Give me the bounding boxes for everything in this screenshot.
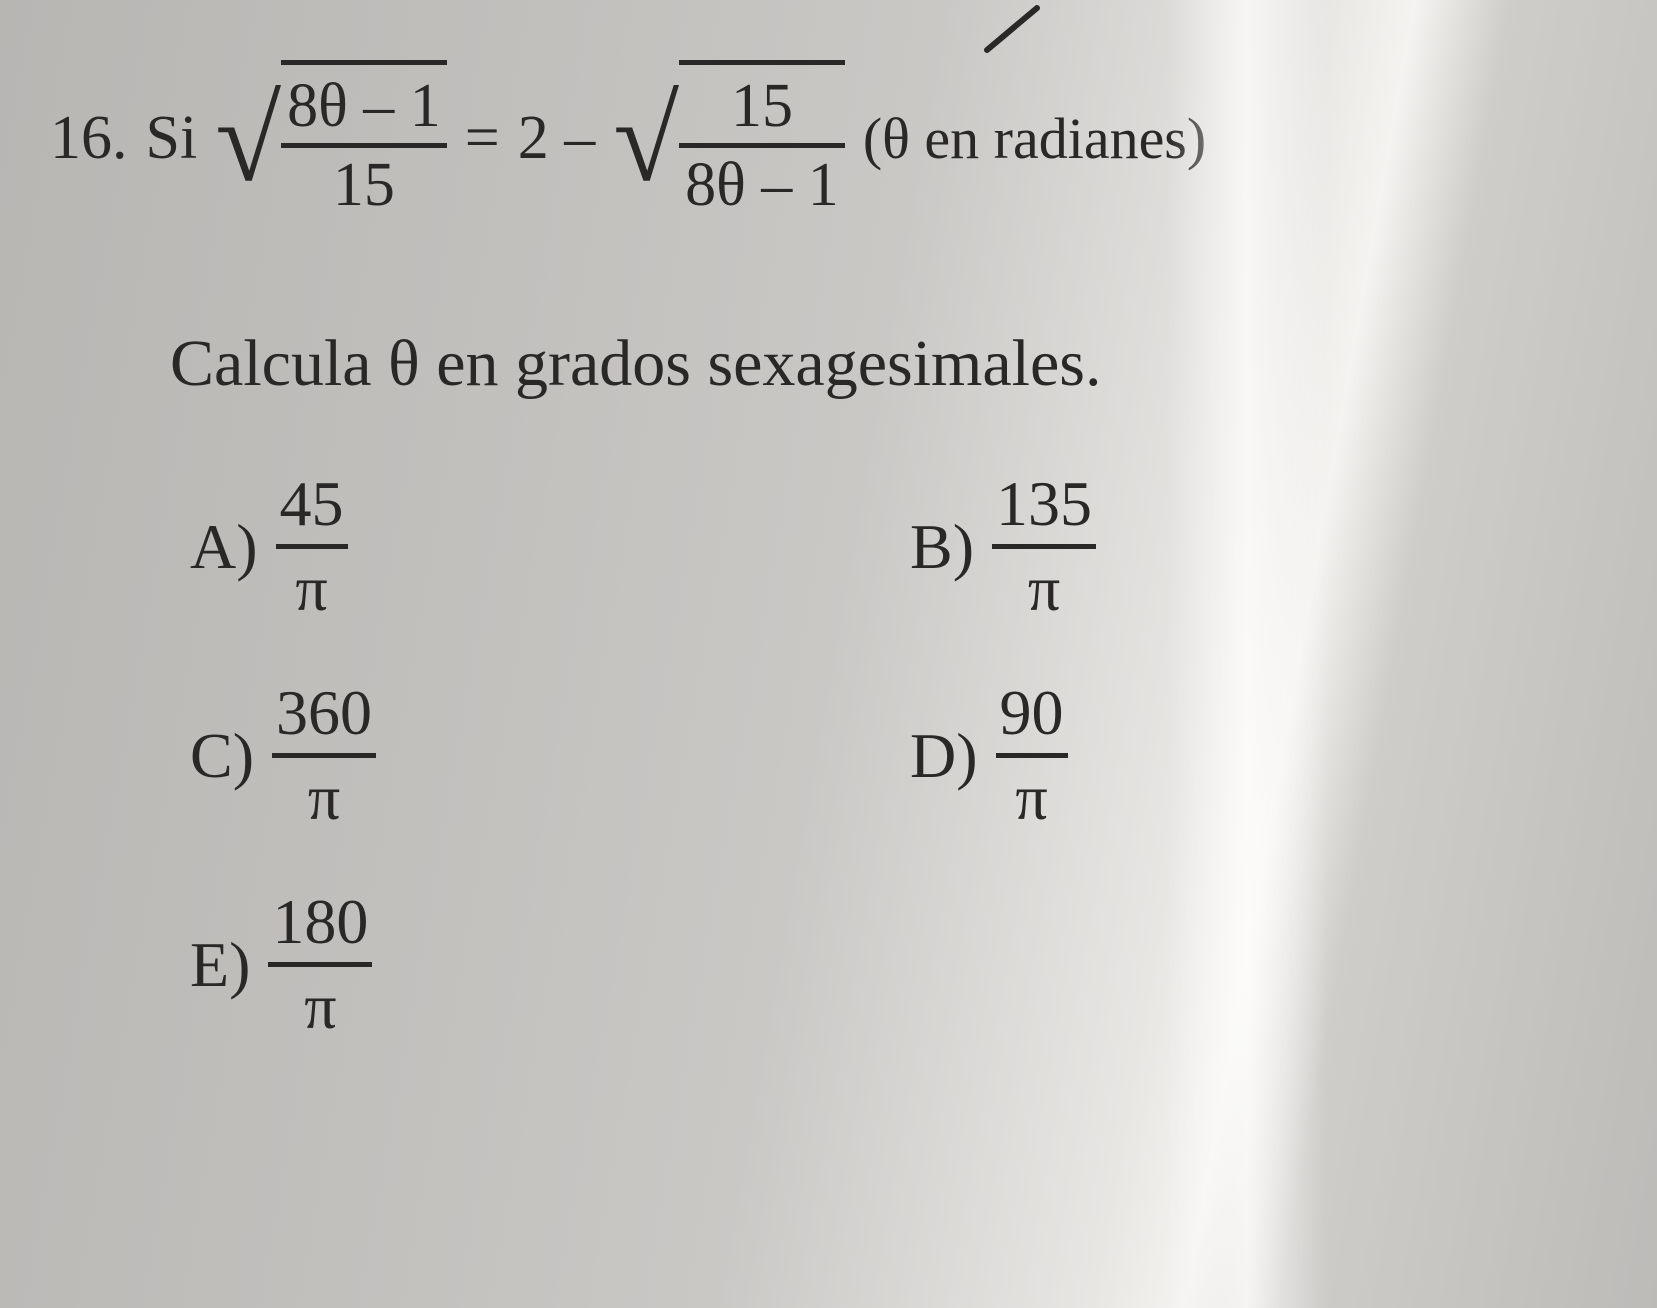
equation-line: 16. Si √ 8θ – 1 15 = 2 – √ 15 8θ – 1 <box>50 60 1597 216</box>
option-b-label: B) <box>910 510 974 584</box>
options-grid: A) 45 π B) 135 π C) 360 π D) <box>190 472 1597 1039</box>
option-c-fraction: 360 π <box>272 681 376 830</box>
option-c: C) 360 π <box>190 681 910 830</box>
lhs-fraction: 8θ – 1 15 <box>281 75 447 216</box>
option-d-den: π <box>1011 758 1051 830</box>
option-c-label: C) <box>190 719 254 793</box>
radical-icon: √ <box>613 98 679 182</box>
prompt-text: Calcula θ en grados sexagesimales. <box>170 326 1597 402</box>
option-e: E) 180 π <box>190 890 910 1039</box>
option-a-fraction: 45 π <box>276 472 348 621</box>
option-a: A) 45 π <box>190 472 910 621</box>
option-e-fraction: 180 π <box>268 890 372 1039</box>
lead-word: Si <box>146 103 198 174</box>
option-d-fraction: 90 π <box>996 681 1068 830</box>
option-b-num: 135 <box>992 472 1096 544</box>
rhs-denominator: 8θ – 1 <box>679 148 845 216</box>
rhs-fraction: 15 8θ – 1 <box>679 75 845 216</box>
theta-note: (θ en radianes) <box>863 105 1206 172</box>
middle-term: 2 – <box>518 103 596 174</box>
page: 16. Si √ 8θ – 1 15 = 2 – √ 15 8θ – 1 <box>0 0 1657 1308</box>
option-c-num: 360 <box>272 681 376 753</box>
question-number: 16. <box>50 103 128 174</box>
option-d-label: D) <box>910 719 978 793</box>
radical-icon: √ <box>215 98 281 182</box>
rhs-sqrt: √ 15 8θ – 1 <box>613 60 845 216</box>
option-b-den: π <box>1024 549 1064 621</box>
lhs-numerator: 8θ – 1 <box>281 75 447 143</box>
option-c-den: π <box>304 758 344 830</box>
option-e-num: 180 <box>268 890 372 962</box>
option-b: B) 135 π <box>910 472 1597 621</box>
option-b-fraction: 135 π <box>992 472 1096 621</box>
option-e-den: π <box>300 967 340 1039</box>
equals-sign: = <box>465 103 500 174</box>
option-d: D) 90 π <box>910 681 1597 830</box>
lhs-sqrt: √ 8θ – 1 15 <box>215 60 447 216</box>
option-e-label: E) <box>190 928 250 1002</box>
option-d-num: 90 <box>996 681 1068 753</box>
rhs-numerator: 15 <box>725 75 799 143</box>
option-a-label: A) <box>190 510 258 584</box>
option-a-den: π <box>291 549 331 621</box>
option-a-num: 45 <box>276 472 348 544</box>
lhs-denominator: 15 <box>327 148 401 216</box>
